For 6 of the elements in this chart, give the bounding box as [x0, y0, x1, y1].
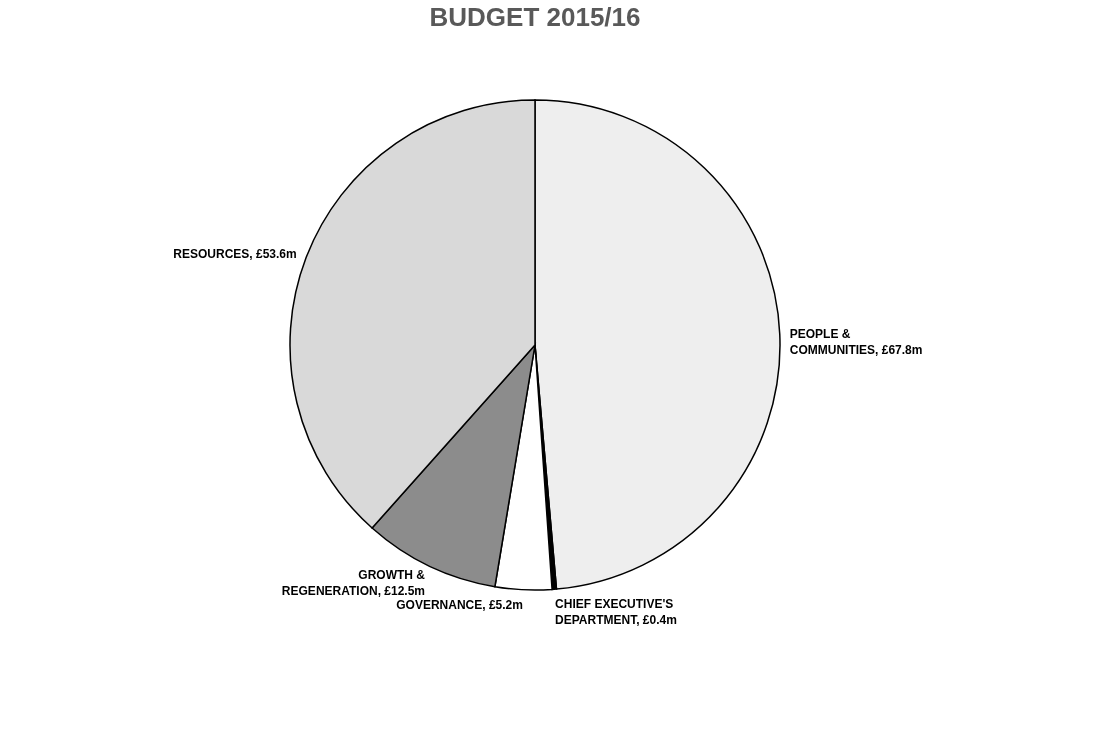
slice-label: CHIEF EXECUTIVE'S DEPARTMENT, £0.4m	[555, 597, 677, 628]
slice-label: PEOPLE & COMMUNITIES, £67.8m	[789, 326, 923, 357]
slice-label: GOVERNANCE, £5.2m	[396, 597, 523, 612]
chart-title: BUDGET 2015/16	[429, 2, 641, 32]
slice-label: GROWTH & REGENERATION, £12.5m	[281, 568, 426, 599]
slice-label: RESOURCES, £53.6m	[173, 247, 297, 262]
